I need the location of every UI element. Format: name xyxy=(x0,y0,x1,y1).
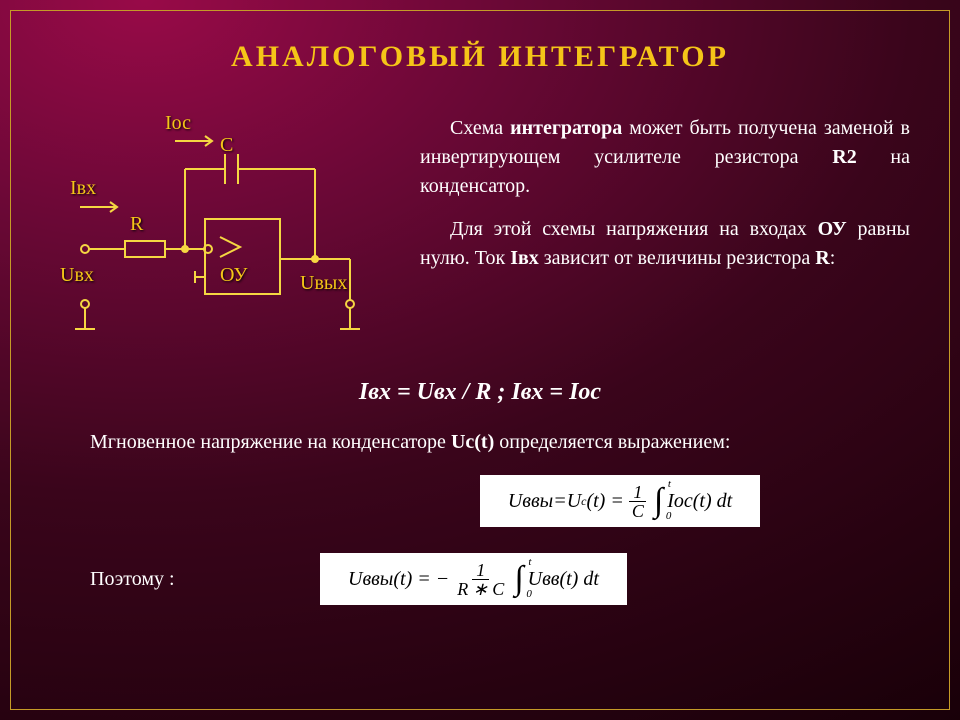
f1-den: C xyxy=(628,502,648,520)
p2-b2: Iвх xyxy=(510,247,539,269)
p1-pre: Схема xyxy=(450,117,510,139)
f1-mid: U xyxy=(567,490,581,513)
f1-integrand: Iос(t) dt xyxy=(667,490,732,513)
p1-b2: R2 xyxy=(832,146,856,168)
label-ivx: Iвх xyxy=(70,177,96,200)
equation-1: Iвх = Uвх / R ; Iвх = Iос xyxy=(50,379,910,406)
f1-frac: 1 C xyxy=(628,483,648,520)
label-r: R xyxy=(130,213,143,236)
formula-row-2: Поэтому : Uввы(t) = − 1 R ∗ C ∫ t 0 Uвв(… xyxy=(50,553,910,605)
formula-2: Uввы(t) = − 1 R ∗ C ∫ t 0 Uвв(t) dt xyxy=(320,553,627,605)
f2-frac: 1 R ∗ C xyxy=(453,561,508,598)
formula-1: Uввы = Uc (t) = 1 C ∫ t 0 Iос(t) dt xyxy=(480,475,760,527)
top-section: Iос C Iвх R Uвх ОУ Uвых Схема интегратор… xyxy=(50,109,910,359)
p2-pre: Для этой схемы напряжения на входах xyxy=(450,218,818,240)
p3-b1: Uс(t) xyxy=(451,431,494,453)
slide-content: АНАЛОГОВЫЙ ИНТЕГРАТОР xyxy=(0,0,960,720)
label-c: C xyxy=(220,134,233,157)
p3-pre: Мгновенное напряжение на конденсаторе xyxy=(90,431,451,453)
label-uvx: Uвх xyxy=(60,264,94,287)
p2-mid2: зависит от величины резистора xyxy=(539,247,815,269)
f1-integral: ∫ t 0 xyxy=(654,482,665,520)
f1-eq1: = xyxy=(553,490,567,513)
f2-integral: ∫ t 0 xyxy=(514,560,525,598)
p2-b3: R xyxy=(815,247,829,269)
f1-lhs: Uввы xyxy=(508,490,553,513)
p3-post: определяется выражением: xyxy=(494,431,730,453)
f1-num: 1 xyxy=(629,483,646,502)
f2-int-top: t xyxy=(528,556,531,568)
f1-int-top: t xyxy=(668,478,671,490)
p1-b1: интегратора xyxy=(510,117,622,139)
paragraph-3: Мгновенное напряжение на конденсаторе Uс… xyxy=(50,428,910,457)
p2-b1: ОУ xyxy=(818,218,847,240)
label-ou: ОУ xyxy=(220,264,247,287)
f2-den: R ∗ C xyxy=(453,580,508,598)
paragraph-2: Для этой схемы напряжения на входах ОУ р… xyxy=(420,215,910,273)
f2-num: 1 xyxy=(472,561,489,580)
f2-int-bot: 0 xyxy=(526,588,532,600)
p2-post: : xyxy=(830,247,836,269)
label-ioc: Iос xyxy=(165,112,191,135)
f2-lhs: Uввы(t) = − xyxy=(348,568,449,591)
f1-arg: (t) = xyxy=(586,490,623,513)
therefore-label: Поэтому : xyxy=(50,568,200,591)
paragraph-1: Схема интегратора может быть получена за… xyxy=(420,114,910,201)
label-uvyx: Uвых xyxy=(300,272,347,295)
slide-title: АНАЛОГОВЫЙ ИНТЕГРАТОР xyxy=(50,40,910,74)
f2-integrand: Uвв(t) dt xyxy=(528,568,599,591)
f1-int-bot: 0 xyxy=(666,510,672,522)
description-text: Схема интегратора может быть получена за… xyxy=(420,109,910,287)
formula-row-1: Uввы = Uc (t) = 1 C ∫ t 0 Iос(t) dt xyxy=(50,475,910,527)
circuit-diagram: Iос C Iвх R Uвх ОУ Uвых xyxy=(50,109,390,359)
